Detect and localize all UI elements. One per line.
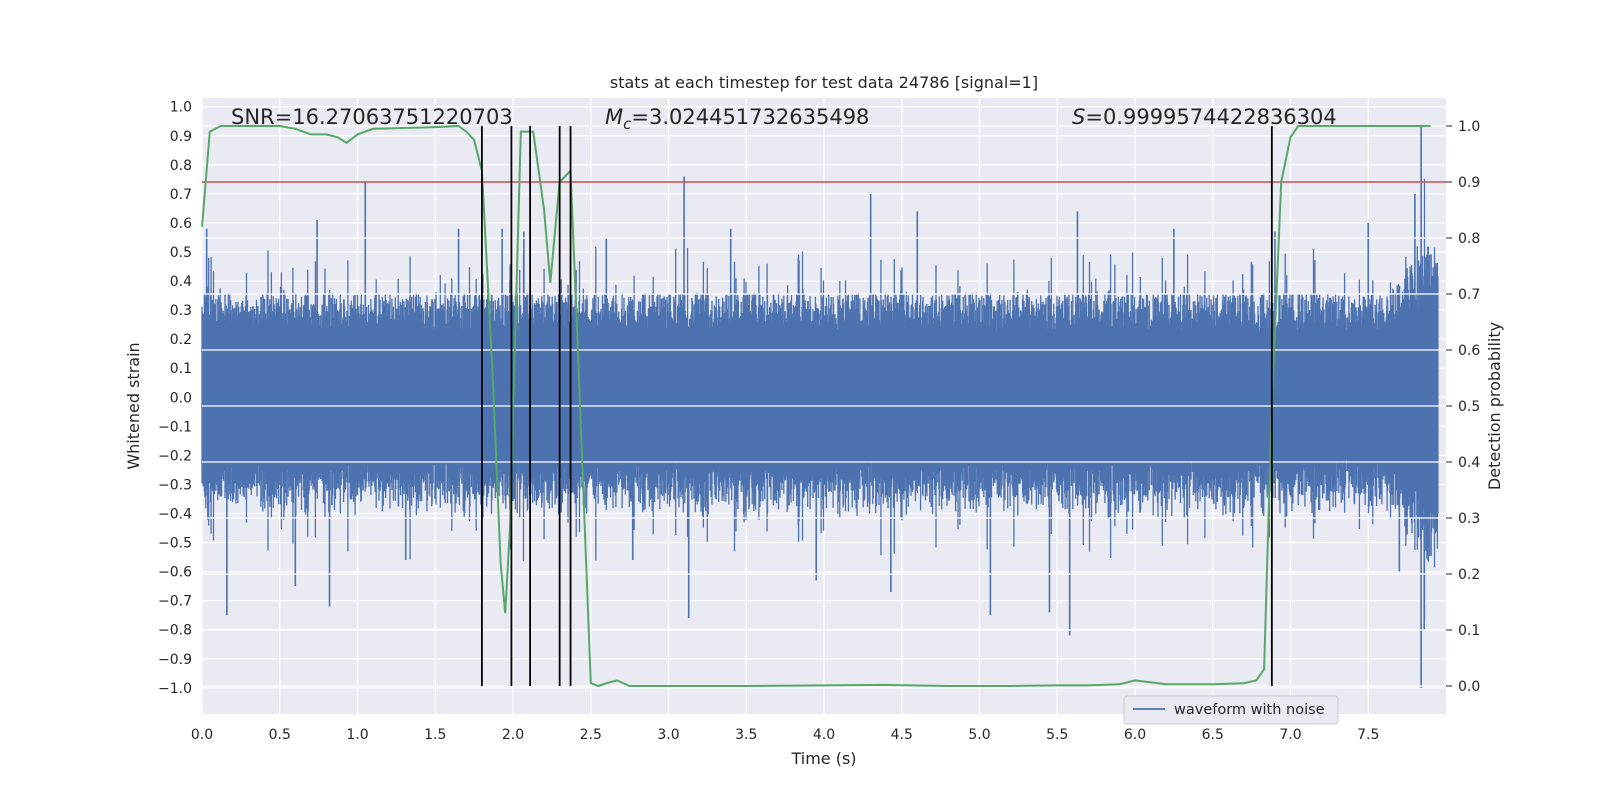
y2-axis-label: Detection probability [1485, 322, 1504, 490]
y2-tick-labels: 1.0 0.9 0.8 0.7 0.6 0.5 0.4 0.3 0.2 0.1 0.0 [1446, 119, 1480, 695]
y2-tick-label: 0.6 [1458, 343, 1480, 359]
y-tick-label: −0.9 [158, 652, 192, 668]
waveform-noise [201, 178, 1439, 620]
x-tick-label: 2.0 [502, 727, 524, 743]
y-tick-label: −0.5 [158, 536, 192, 552]
x-tick-label: 6.5 [1202, 727, 1224, 743]
y-tick-label: 0.2 [170, 332, 192, 348]
y2-tick-label: 0.1 [1458, 623, 1480, 639]
y-axis-label: Whitened strain [124, 342, 143, 469]
probability-series [201, 124, 1431, 688]
y-tick-label: 0.8 [170, 158, 192, 174]
y-tick-label: 0.3 [170, 303, 192, 319]
y2-tick-label: 0.9 [1458, 175, 1480, 191]
y2-tick-label: 0.3 [1458, 511, 1480, 527]
y2-tick-label: 0.7 [1458, 287, 1480, 303]
x-tick-label: 1.5 [424, 727, 446, 743]
y2-tick-label: 0.0 [1458, 679, 1480, 695]
x-tick-labels: 0.0 0.5 1.0 1.5 2.0 2.5 3.0 3.5 4.0 4.5 5.0 5.5 6.0 6… [191, 727, 1380, 743]
x-tick-label: 7.5 [1357, 727, 1379, 743]
y2-tick-label: 0.5 [1458, 399, 1480, 415]
x-tick-label: 2.5 [580, 727, 602, 743]
x-tick-label: 1.0 [346, 727, 368, 743]
y-tick-label: 0.0 [170, 390, 192, 406]
right-axis-grid [202, 125, 1446, 687]
x-tick-label: 4.0 [813, 727, 835, 743]
legend-label: waveform with noise [1174, 702, 1325, 718]
y-tick-label: −0.4 [158, 507, 192, 523]
y-tick-labels: 1.0 0.9 0.8 0.7 0.6 0.5 0.4 0.3 0.2 0.1 0.0 −0.1 −0.… [158, 100, 192, 697]
y-tick-label: 0.9 [170, 129, 192, 145]
legend-box [1123, 695, 1339, 725]
x-tick-label: 7.0 [1279, 727, 1301, 743]
x-tick-label: 5.5 [1046, 727, 1068, 743]
y-tick-label: −0.7 [158, 594, 192, 610]
x-tick-label: 0.5 [269, 727, 291, 743]
x-tick-label: 4.5 [891, 727, 913, 743]
y-tick-label: −0.1 [158, 419, 192, 435]
x-tick-label: 3.0 [657, 727, 679, 743]
y2-tick-label: 0.2 [1458, 567, 1480, 583]
waveform-series [201, 127, 1439, 688]
y-tick-label: 1.0 [170, 100, 192, 116]
mc-subscript: c [623, 115, 632, 133]
y2-tick-label: 0.8 [1458, 231, 1480, 247]
y-tick-label: −0.8 [158, 623, 192, 639]
x-axis-label: Time (s) [790, 749, 856, 768]
x-tick-label: 6.0 [1124, 727, 1146, 743]
y-tick-label: 0.4 [170, 274, 192, 290]
y2-tick-label: 0.4 [1458, 455, 1480, 471]
probability-line [201, 124, 1431, 688]
y2-tick-label: 1.0 [1458, 119, 1480, 135]
event-lines [480, 126, 1273, 686]
y-tick-label: 0.6 [170, 216, 192, 232]
legend: waveform with noise [1123, 695, 1339, 725]
x-tick-label: 0.0 [191, 727, 213, 743]
x-tick-label: 5.0 [968, 727, 990, 743]
chirp-mass-annotation: Mc=3.024451732635498 [605, 105, 869, 133]
y-tick-label: −1.0 [158, 681, 192, 697]
y-tick-label: −0.6 [158, 565, 192, 581]
y-tick-label: 0.5 [170, 245, 192, 261]
mc-value: =3.024451732635498 [631, 105, 869, 129]
y-tick-label: 0.7 [170, 187, 192, 203]
x-tick-label: 3.5 [735, 727, 757, 743]
score-annotation: S=0.9999574422836304 [1072, 105, 1337, 129]
y-tick-label: −0.2 [158, 448, 192, 464]
chart-title: stats at each timestep for test data 247… [610, 73, 1038, 92]
s-value: =0.9999574422836304 [1085, 105, 1336, 129]
s-symbol: S [1072, 105, 1085, 129]
snr-annotation: SNR=16.27063751220703 [231, 105, 513, 129]
y-tick-label: 0.1 [170, 361, 192, 377]
mc-symbol: M [605, 105, 623, 129]
y-tick-label: −0.3 [158, 477, 192, 493]
